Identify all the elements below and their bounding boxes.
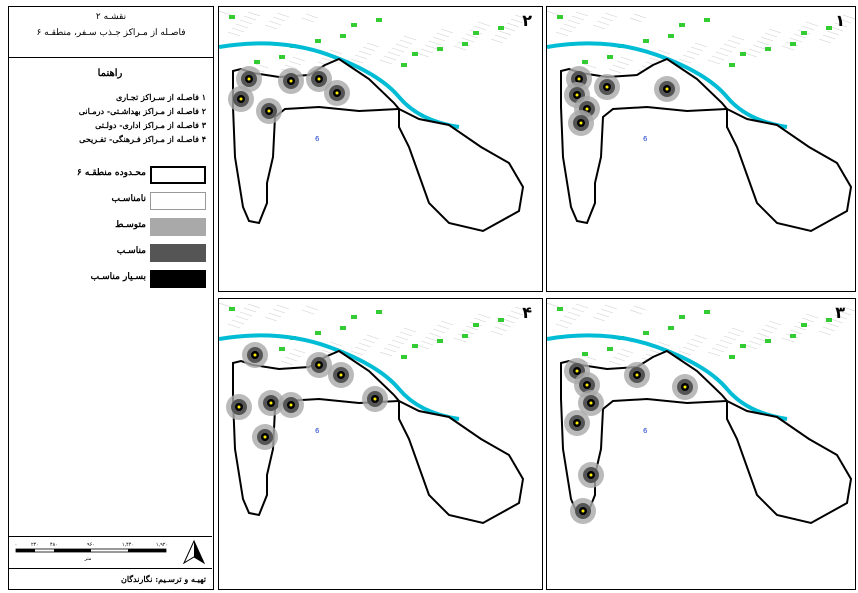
- scale-tick: ۱,۴۴۰: [122, 542, 134, 548]
- map-panel-4: 6 ۴: [218, 298, 543, 590]
- map-health-centers: 6: [218, 10, 528, 233]
- scale-bar-box: ۰ ۲۴۰ ۴۸۰ ۹۶۰ ۱,۴۴۰ ۱,۹۲۰ متر: [8, 536, 212, 567]
- legend-item-cultural: ۴ فاصـله از مـراکز فـرهنگی- تفـریحی: [79, 134, 206, 144]
- scale-tick: ۴۸۰: [50, 542, 58, 548]
- map-commercial-centers: 6: [546, 10, 856, 233]
- swatch-box: [150, 244, 206, 262]
- legend-item-administrative: ۳ فاصـله از مـراکز اداری- دولـتی: [95, 120, 206, 130]
- map-features: 6: [546, 302, 856, 525]
- legend-panel: [8, 6, 214, 590]
- scale-tick: ۱,۹۲۰: [156, 542, 168, 548]
- swatch-box: [150, 166, 206, 184]
- map-features: 6: [546, 10, 856, 233]
- legend-swatch-boundary: محـدوده منطقـه ۶: [20, 166, 210, 184]
- swatch-label: محـدوده منطقـه ۶: [76, 168, 146, 178]
- swatch-box: [150, 192, 206, 210]
- legend-swatch-unsuitable: نامناسـب: [20, 192, 210, 210]
- map-number: ۲: [522, 11, 532, 30]
- map-cultural-centers: 6: [218, 302, 528, 525]
- scale-tick: ۹۶۰: [87, 542, 95, 548]
- map-title-box: نقشـه ۲ فاصـله از مـراکز جـذب سـفر، منطق…: [8, 6, 214, 58]
- legend-title: راهنما: [97, 68, 123, 79]
- legend-item-commercial: ۱ فاصـله از سـراکز تجـاری: [115, 92, 206, 102]
- map-number: ۳: [835, 303, 845, 322]
- legend-swatch-suitable: مناسـب: [20, 244, 210, 262]
- credit: تهیـه و ترسـیم: نگارندگان: [8, 568, 212, 588]
- swatch-box: [150, 270, 206, 288]
- legend-item-health: ۲ فاصـله از مـراکز بهداشـتی- درمـانی: [78, 106, 206, 116]
- scale-tick: ۰: [15, 542, 18, 548]
- legend-swatch-medium: متوسـط: [20, 218, 210, 236]
- legend-list: ۱ فاصـله از سـراکز تجـاری ۲ فاصـله از مـ…: [16, 90, 206, 146]
- map-number: ۱: [835, 11, 845, 30]
- map-panel-2: 6 ۲: [218, 6, 543, 292]
- map-title: نقشـه ۲: [95, 12, 127, 22]
- map-subtitle: فاصـله از مـراکز جـذب سـفر، منطقـه ۶: [36, 28, 186, 38]
- map-features: 6: [218, 302, 528, 525]
- svg-text:6: 6: [643, 427, 648, 435]
- legend-swatch-very-suitable: بسـیار مناسـب: [20, 270, 210, 288]
- map-number: ۴: [522, 303, 532, 322]
- map-features: 6: [218, 10, 528, 233]
- swatch-label: مناسـب: [116, 246, 146, 256]
- map-administrative-centers: 6: [546, 302, 856, 525]
- swatch-box: [150, 218, 206, 236]
- swatch-label: بسـیار مناسـب: [90, 272, 146, 282]
- svg-text:6: 6: [315, 427, 320, 435]
- scale-bar: ۰ ۲۴۰ ۴۸۰ ۹۶۰ ۱,۴۴۰ ۱,۹۲۰ متر: [15, 539, 206, 565]
- map-panel-1: 6 ۱: [546, 6, 856, 292]
- swatch-label: متوسـط: [115, 220, 146, 230]
- map-panel-3: 6 ۳: [546, 298, 856, 590]
- scale-unit: متر: [84, 556, 92, 562]
- scale-tick: ۲۴۰: [31, 542, 39, 548]
- svg-text:6: 6: [643, 135, 648, 143]
- swatch-label: نامناسـب: [111, 194, 146, 204]
- north-arrow-icon: [182, 539, 206, 565]
- svg-text:6: 6: [315, 135, 320, 143]
